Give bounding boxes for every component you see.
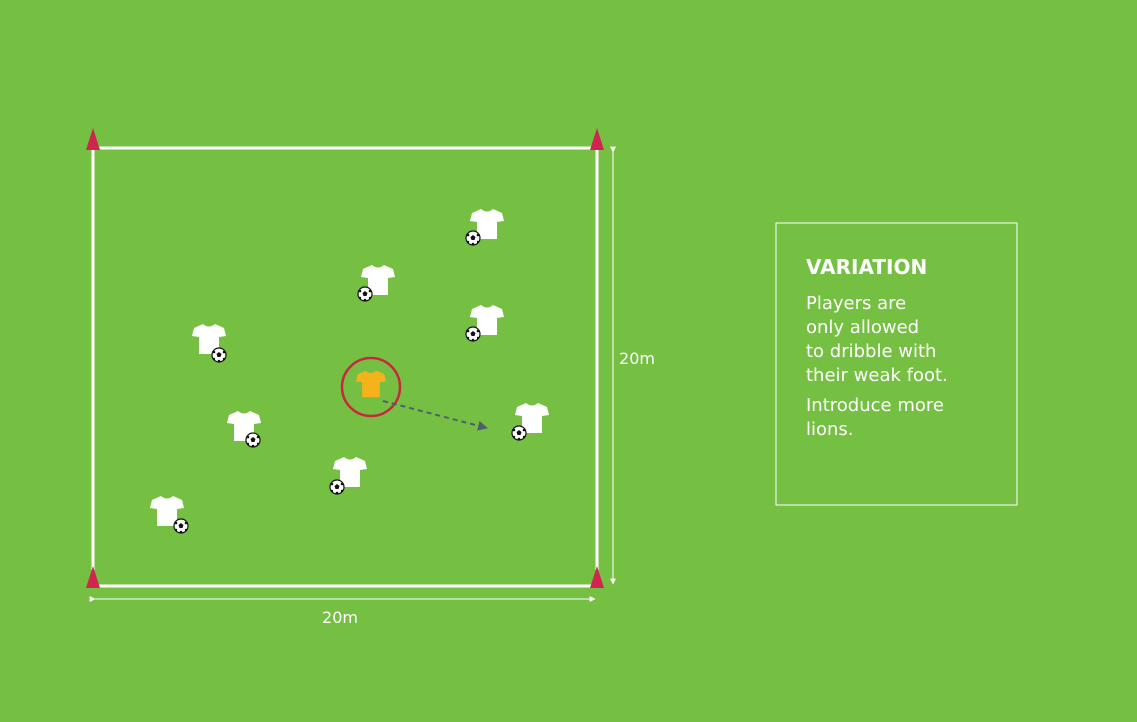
ball <box>465 326 481 342</box>
cones <box>86 128 604 588</box>
width-label: 20m <box>322 608 358 627</box>
ball <box>465 230 481 246</box>
cone <box>86 566 100 588</box>
ball <box>245 432 261 448</box>
variation-line: Introduce more <box>806 395 944 416</box>
variation-line: their weak foot. <box>806 365 948 386</box>
ball <box>211 347 227 363</box>
cone <box>590 566 604 588</box>
variation-box <box>775 222 1018 506</box>
ball <box>511 425 527 441</box>
variation-line: only allowed <box>806 317 919 338</box>
ball <box>173 518 189 534</box>
variation-line: lions. <box>806 419 854 440</box>
variation-line: Players are <box>806 293 906 314</box>
variation-line: to dribble with <box>806 341 936 362</box>
ball <box>329 479 345 495</box>
variation-title: VARIATION <box>806 255 927 279</box>
cone <box>86 128 100 150</box>
height-label: 20m <box>619 349 655 368</box>
variation-text: Players are only allowed to dribble with th… <box>806 293 948 440</box>
ball <box>357 286 373 302</box>
lion-circle <box>340 356 402 418</box>
pitch-boundary <box>91 146 599 588</box>
cone <box>590 128 604 150</box>
